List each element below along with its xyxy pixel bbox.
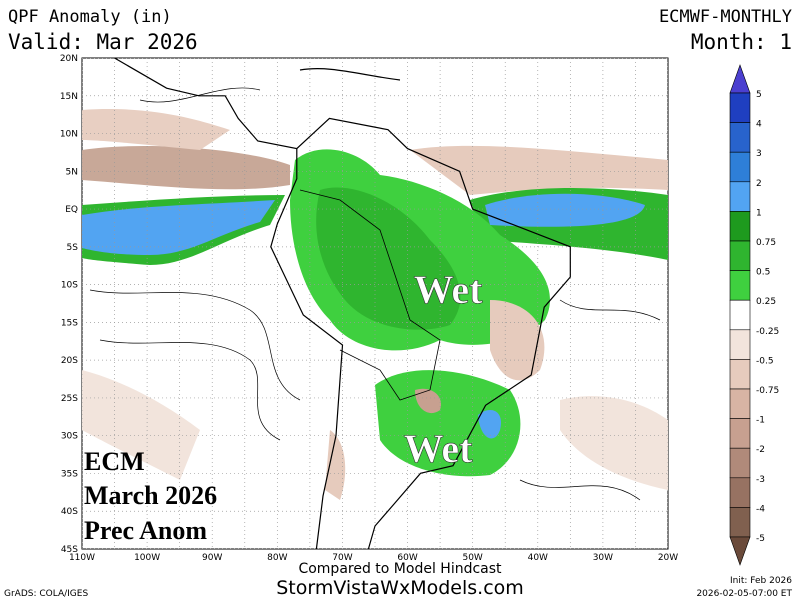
colorbar-label: 4 — [756, 120, 762, 130]
lat-label: 35S — [61, 469, 78, 479]
lon-label: 80W — [267, 553, 287, 563]
lon-label: 40W — [528, 553, 548, 563]
lat-label: 5N — [66, 167, 78, 177]
lat-label: 25S — [61, 394, 78, 404]
colorbar-label: -3 — [756, 475, 765, 485]
colorbar-label: -2 — [756, 445, 765, 455]
colorbar-label: -5 — [756, 534, 765, 544]
colorbar-label: 0.5 — [756, 268, 770, 278]
colorbar-arrow — [729, 536, 751, 566]
lon-label: 70W — [332, 553, 352, 563]
lat-label: EQ — [65, 205, 78, 215]
colorbar-label: -0.5 — [756, 356, 774, 366]
lon-label: 60W — [397, 553, 417, 563]
colorbar-label: 2 — [756, 179, 762, 189]
lon-label: 110W — [69, 553, 95, 563]
colorbar-box — [729, 329, 751, 360]
colorbar-box — [729, 299, 751, 331]
colorbar-box — [729, 388, 751, 419]
anomaly-shading — [82, 109, 668, 500]
init-label: Init: Feb 2026 — [730, 576, 792, 586]
colorbar-box — [729, 92, 751, 123]
colorbar-label: 5 — [756, 90, 762, 100]
overlay-text: ECM — [84, 447, 145, 476]
compared-note: Compared to Model Hindcast — [298, 561, 502, 577]
lon-label: 50W — [462, 553, 482, 563]
colorbar-label: 0.25 — [756, 297, 776, 307]
lat-label: 20N — [60, 54, 78, 64]
lat-label: 15S — [61, 318, 78, 328]
colorbar-box — [729, 418, 751, 449]
valid-date: Valid: Mar 2026 — [8, 30, 198, 54]
site-name: StormVistaWxModels.com — [276, 577, 524, 599]
colorbar-box — [729, 447, 751, 479]
colorbar-label: 0.75 — [756, 238, 776, 248]
colorbar-label: -0.75 — [756, 386, 779, 396]
colorbar-label: 1 — [756, 208, 762, 218]
lon-label: 90W — [202, 553, 222, 563]
lat-label: 45S — [61, 545, 78, 555]
lat-label: 40S — [61, 507, 78, 517]
grads-credit: GrADS: COLA/IGES — [4, 589, 88, 599]
model-name: ECMWF-MONTHLY — [659, 7, 792, 27]
lat-label: 15N — [60, 92, 78, 102]
colorbar: 5 4 3 2 1 0.75 0.5 0.25 -0.25 -0.5 -0.75 -1 -2 -3 -4 -5 — [729, 64, 779, 566]
lat-label: 20S — [61, 356, 78, 366]
contours — [89, 87, 661, 501]
colorbar-box — [729, 181, 751, 212]
colorbar-box — [729, 240, 751, 271]
colorbar-box — [729, 359, 751, 390]
colorbar-box — [729, 477, 751, 508]
lon-label: 100W — [134, 553, 160, 563]
lon-label: 30W — [593, 553, 613, 563]
wet-label: Wet — [414, 267, 484, 312]
overlay-text: March 2026 — [84, 481, 217, 510]
overlay-text: Prec Anom — [84, 516, 207, 545]
colorbar-box — [729, 270, 751, 301]
month-label: Month: 1 — [691, 30, 792, 54]
colorbar-box — [729, 211, 751, 242]
lat-label: 30S — [61, 432, 78, 442]
title: QPF Anomaly (in) — [8, 7, 172, 27]
timestamp: 2026-02-05-07:00 ET — [696, 589, 792, 599]
lat-label: 10S — [61, 281, 78, 291]
colorbar-label: -0.25 — [756, 327, 779, 337]
colorbar-arrow — [729, 64, 751, 94]
lat-label: 10N — [60, 130, 78, 140]
colorbar-label: -4 — [756, 504, 765, 514]
lat-label: 5S — [67, 243, 79, 253]
map: Wet Wet ECM March 2026 Prec Anom — [81, 57, 669, 550]
colorbar-box — [729, 507, 751, 538]
colorbar-box — [729, 122, 751, 153]
colorbar-box — [729, 151, 751, 183]
lon-label: 20W — [658, 553, 678, 563]
wet-label: Wet — [404, 426, 474, 471]
colorbar-label: -1 — [756, 416, 765, 426]
coastline — [114, 58, 571, 549]
colorbar-label: 3 — [756, 149, 762, 159]
